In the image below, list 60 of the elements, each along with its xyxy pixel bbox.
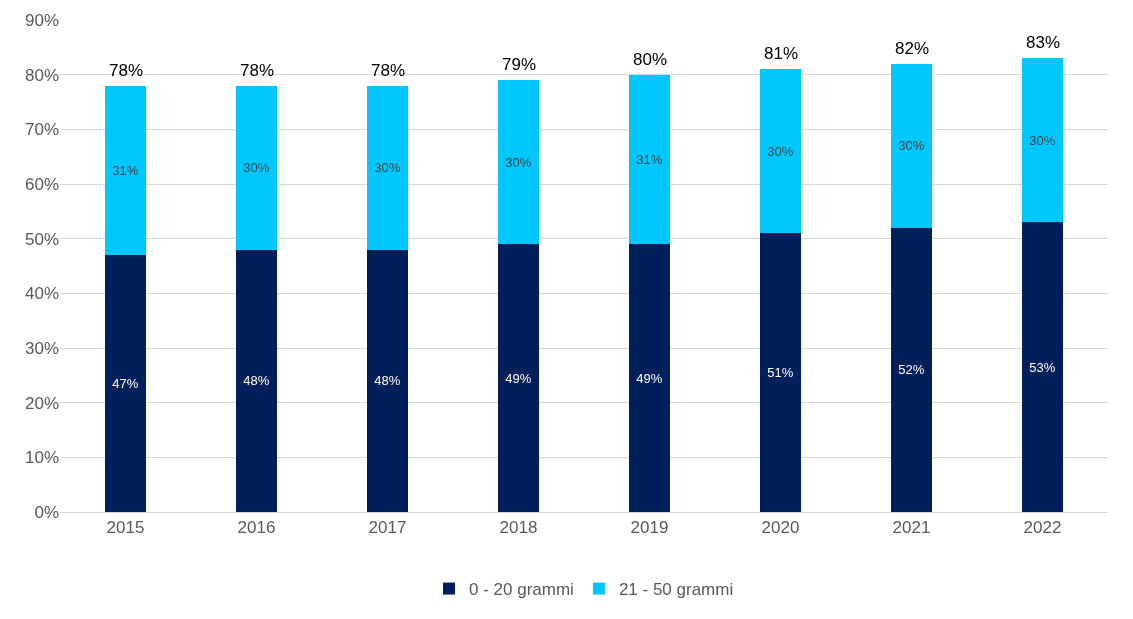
y-tick-label: 60% bbox=[24, 174, 59, 194]
data-label: 49% bbox=[505, 370, 532, 386]
bar bbox=[628, 74, 671, 245]
data-label: 30% bbox=[898, 138, 925, 154]
bar bbox=[104, 255, 147, 512]
bar bbox=[628, 244, 671, 512]
total-label: 78% bbox=[240, 61, 275, 80]
bar bbox=[759, 69, 802, 234]
bar bbox=[366, 249, 409, 512]
y-tick-label: 90% bbox=[24, 10, 59, 30]
bar bbox=[890, 63, 933, 228]
data-label: 48% bbox=[243, 373, 270, 389]
bar bbox=[366, 85, 409, 250]
data-label: 31% bbox=[636, 151, 663, 167]
y-tick-label: 10% bbox=[24, 448, 59, 468]
data-label: 30% bbox=[243, 160, 270, 176]
total-label: 83% bbox=[1026, 33, 1061, 52]
data-label: 47% bbox=[112, 376, 139, 392]
bar bbox=[1021, 222, 1064, 512]
bar bbox=[235, 249, 278, 512]
y-tick-label: 40% bbox=[24, 284, 59, 304]
bar bbox=[497, 80, 540, 245]
x-tick-label: 2021 bbox=[892, 518, 931, 538]
x-tick-label: 2015 bbox=[106, 518, 145, 538]
data-label: 53% bbox=[1029, 359, 1056, 375]
bar bbox=[759, 233, 802, 512]
data-label: 49% bbox=[636, 370, 663, 386]
bar bbox=[235, 85, 278, 250]
data-label: 48% bbox=[374, 373, 401, 389]
y-tick-label: 50% bbox=[24, 229, 59, 249]
total-label: 79% bbox=[502, 55, 537, 74]
data-label: 30% bbox=[767, 143, 794, 159]
total-label: 82% bbox=[895, 39, 930, 58]
data-label: 31% bbox=[112, 162, 139, 178]
y-tick-label: 70% bbox=[24, 120, 59, 140]
legend-label: 21 - 50 grammi bbox=[618, 580, 734, 600]
data-label: 30% bbox=[374, 160, 401, 176]
bar bbox=[497, 244, 540, 512]
total-label: 78% bbox=[371, 61, 406, 80]
data-label: 51% bbox=[767, 365, 794, 381]
bar bbox=[890, 227, 933, 512]
total-label: 80% bbox=[633, 50, 668, 69]
x-tick-label: 2020 bbox=[761, 518, 800, 538]
x-tick-label: 2018 bbox=[499, 518, 538, 538]
total-label: 81% bbox=[764, 44, 799, 63]
x-tick-label: 2017 bbox=[368, 518, 407, 538]
data-label: 30% bbox=[505, 154, 532, 170]
y-tick-label: 20% bbox=[24, 393, 59, 413]
legend-label: 0 - 20 grammi bbox=[469, 580, 574, 600]
x-tick-label: 2016 bbox=[237, 518, 276, 538]
total-label: 78% bbox=[109, 61, 144, 80]
bar bbox=[104, 85, 147, 256]
y-tick-label: 80% bbox=[24, 65, 59, 85]
y-tick-label: 30% bbox=[24, 338, 59, 358]
bar bbox=[1021, 58, 1064, 223]
x-tick-label: 2022 bbox=[1023, 518, 1062, 538]
x-tick-label: 2019 bbox=[630, 518, 669, 538]
y-tick-label: 0% bbox=[34, 502, 59, 522]
data-label: 52% bbox=[898, 362, 925, 378]
data-label: 30% bbox=[1029, 132, 1056, 148]
